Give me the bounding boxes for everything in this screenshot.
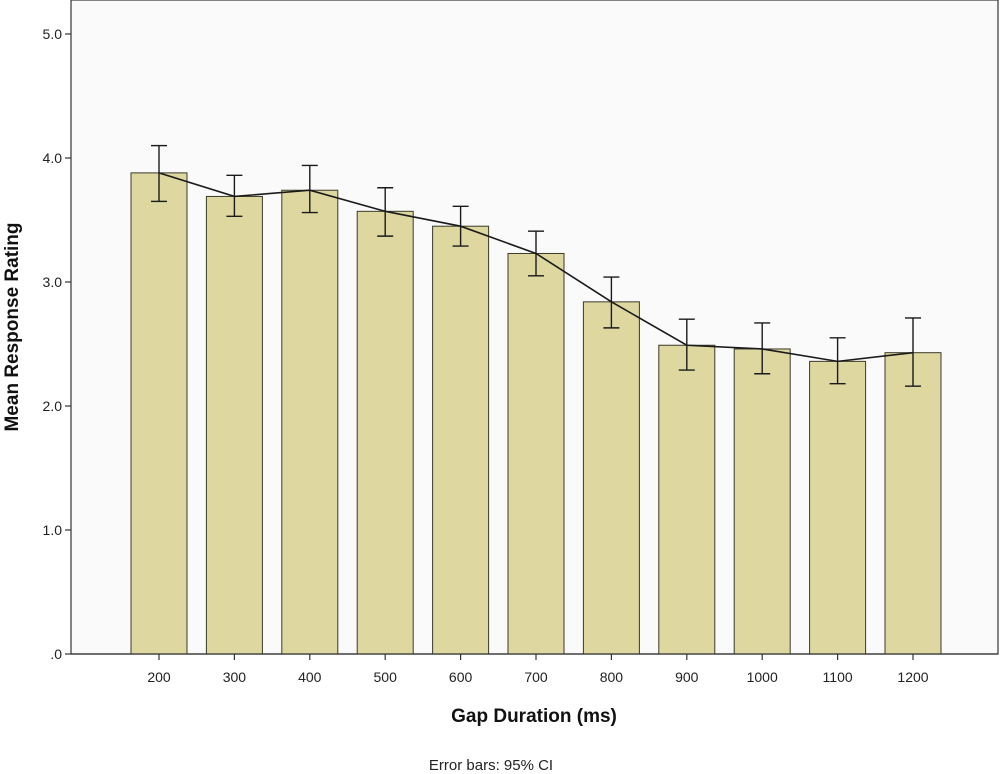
y-tick-label: 1.0 — [43, 522, 63, 538]
x-tick-label: 500 — [374, 669, 398, 685]
bar — [130, 172, 188, 655]
x-axis-title: Gap Duration (ms) — [451, 706, 617, 727]
x-tick-label: 1200 — [897, 669, 928, 685]
x-tick-label: 1000 — [747, 669, 778, 685]
bar — [884, 352, 942, 655]
x-tick-label: 600 — [449, 669, 473, 685]
y-tick-label: .0 — [50, 646, 62, 662]
bar — [658, 344, 716, 655]
x-tick-label: 200 — [147, 669, 171, 685]
y-tick-label: 3.0 — [43, 274, 63, 290]
bar — [432, 225, 490, 655]
x-tick-label: 300 — [223, 669, 247, 685]
x-tick-label: 800 — [600, 669, 624, 685]
x-tick-label: 900 — [675, 669, 699, 685]
mean-line — [158, 172, 914, 363]
bar — [809, 360, 867, 655]
x-tick-label: 700 — [524, 669, 548, 685]
bar — [507, 252, 565, 655]
y-tick-label: 5.0 — [43, 26, 63, 42]
error-bar — [301, 164, 318, 214]
error-bars-note: Error bars: 95% CI — [429, 757, 553, 774]
bar — [582, 301, 640, 655]
y-axis-title: Mean Response Rating — [2, 222, 23, 431]
bar — [281, 189, 339, 655]
y-tick-label: 2.0 — [43, 398, 63, 414]
y-tick-label: 4.0 — [43, 150, 63, 166]
bar — [356, 210, 414, 655]
x-tick-label: 400 — [298, 669, 322, 685]
bar — [205, 195, 263, 655]
bar — [733, 348, 791, 655]
x-tick-label: 1100 — [823, 669, 853, 685]
error-bar — [905, 317, 921, 387]
